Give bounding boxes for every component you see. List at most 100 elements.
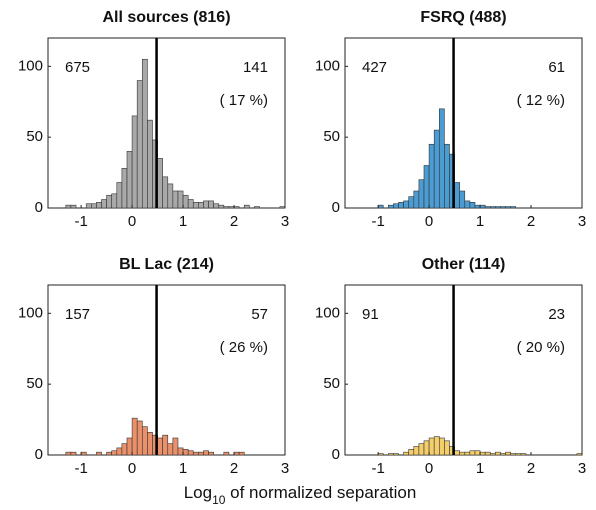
- right-percent: ( 26 %): [220, 339, 268, 356]
- x-tick-label: 3: [578, 460, 586, 477]
- histogram-bar: [182, 449, 189, 456]
- histogram-bar: [198, 451, 204, 456]
- histogram-bar: [388, 453, 394, 456]
- histogram-bar: [403, 200, 410, 209]
- right-percent: ( 17 %): [220, 92, 268, 109]
- panel-title: BL Lac (214): [119, 256, 214, 273]
- histogram-bar: [479, 204, 486, 209]
- histogram-bar: [279, 206, 286, 209]
- histogram-bar: [111, 193, 118, 209]
- histogram-bar: [515, 453, 522, 456]
- x-tick-label: 0: [128, 460, 136, 477]
- histogram-bar: [500, 206, 506, 209]
- histogram-bar: [428, 437, 435, 456]
- histogram-bar: [172, 190, 179, 209]
- x-tick-label: 2: [230, 460, 238, 477]
- histogram-bar: [106, 194, 113, 209]
- histogram-bar: [454, 450, 460, 456]
- y-tick-label: 50: [26, 375, 43, 392]
- histogram-bar: [101, 199, 107, 209]
- histogram-bar: [377, 453, 384, 456]
- y-tick-label: 50: [26, 128, 43, 145]
- histogram-bar: [192, 451, 199, 456]
- histogram-bar: [233, 206, 240, 209]
- histogram-bar: [213, 203, 220, 209]
- histogram-bar: [141, 426, 148, 456]
- histogram-bar: [126, 151, 133, 209]
- y-tick-label: 100: [18, 57, 43, 74]
- histogram-bar: [80, 451, 87, 456]
- histogram-bar: [208, 451, 214, 456]
- histogram-bar: [377, 204, 384, 209]
- x-tick-label: -1: [371, 213, 384, 230]
- panel-title: All sources (816): [102, 9, 230, 26]
- histogram-bar: [243, 204, 250, 209]
- histogram-bar: [218, 204, 225, 209]
- x-tick-label: 3: [281, 213, 289, 230]
- histogram-bar: [116, 447, 123, 456]
- histogram-bar: [187, 199, 194, 209]
- histogram-bar: [147, 119, 153, 209]
- histogram-bar: [393, 203, 399, 209]
- histogram-bar: [203, 450, 209, 456]
- histogram-bar: [438, 108, 445, 209]
- histogram-bar: [208, 200, 214, 209]
- left-count: 427: [362, 59, 387, 76]
- histogram-bar: [418, 443, 425, 456]
- left-count: 157: [65, 306, 90, 323]
- histogram-bar: [121, 168, 128, 209]
- histogram-bar: [520, 453, 527, 456]
- histogram-bar: [111, 450, 118, 456]
- right-count: 61: [548, 59, 565, 76]
- histogram-bar: [162, 434, 169, 456]
- histogram-bar: [141, 58, 148, 209]
- x-tick-label: 2: [527, 213, 535, 230]
- x-label-main: Log: [184, 483, 212, 502]
- histogram-bar: [489, 206, 496, 209]
- histogram-bar: [70, 451, 77, 456]
- histogram-bar: [162, 176, 169, 209]
- histogram-bar: [423, 440, 430, 456]
- histogram-bar: [398, 202, 404, 209]
- histogram-bar: [192, 202, 199, 209]
- axes-box: [344, 284, 583, 456]
- histogram-bar: [121, 443, 128, 456]
- histogram-bar: [106, 451, 113, 456]
- histogram-bar: [388, 204, 394, 209]
- y-tick-label: 50: [323, 375, 340, 392]
- right-count: 141: [243, 59, 268, 76]
- histogram-bar: [403, 451, 410, 456]
- x-tick-label: 2: [230, 213, 238, 230]
- histogram-bar: [489, 453, 496, 456]
- histogram-bar: [116, 182, 123, 209]
- histogram-bar: [423, 165, 430, 209]
- histogram-bar: [167, 183, 174, 209]
- histogram-bar: [182, 194, 189, 209]
- histogram-bar: [233, 451, 240, 456]
- x-tick-label: 3: [578, 213, 586, 230]
- right-percent: ( 12 %): [517, 92, 565, 109]
- histogram-bar: [474, 204, 481, 209]
- y-tick-label: 0: [35, 199, 43, 216]
- histogram-bar: [203, 200, 209, 209]
- histogram-bar: [438, 437, 445, 456]
- histogram-bar: [177, 447, 184, 456]
- histogram-bar: [96, 451, 102, 456]
- histogram-bar: [167, 443, 174, 456]
- right-percent: ( 20 %): [517, 339, 565, 356]
- x-tick-label: -1: [371, 460, 384, 477]
- histogram-bar: [157, 437, 163, 456]
- y-tick-label: 100: [18, 304, 43, 321]
- histogram-bar: [413, 190, 420, 209]
- histogram-bar: [474, 450, 481, 456]
- x-label-rest: of normalized separation: [225, 483, 416, 502]
- histogram-bar: [408, 196, 415, 209]
- x-axis-label: Log10 of normalized separation: [184, 483, 417, 507]
- histogram-bar: [223, 451, 230, 456]
- left-count: 91: [362, 306, 379, 323]
- histogram-bar: [500, 453, 506, 456]
- histogram-bar: [70, 204, 77, 209]
- histogram-bar: [91, 203, 97, 209]
- histogram-bar: [408, 449, 415, 456]
